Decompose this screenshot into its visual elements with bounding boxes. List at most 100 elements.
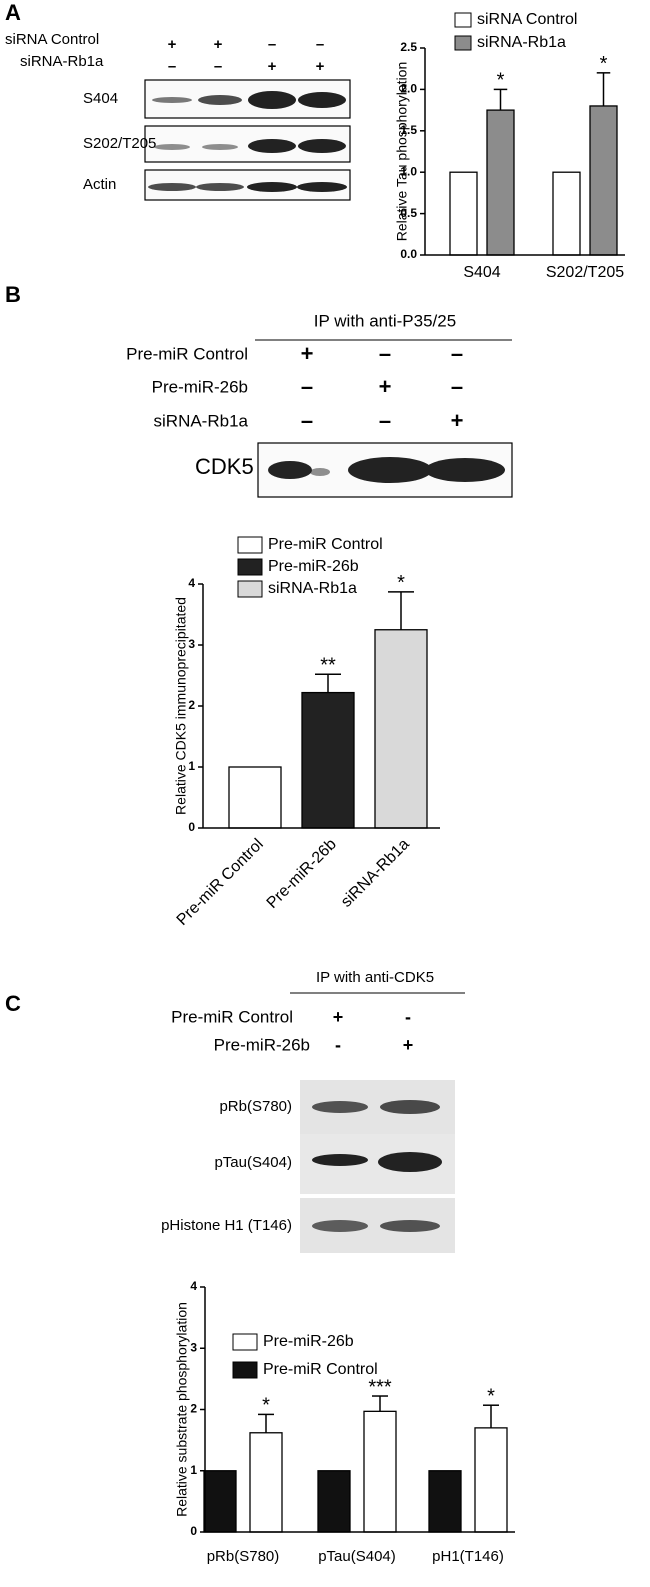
- bar: [449, 171, 478, 256]
- ip-label: IP with anti-CDK5: [316, 969, 434, 986]
- y-tick-label: 2.0: [400, 82, 417, 96]
- bar: [363, 1410, 397, 1533]
- bands: [148, 91, 347, 192]
- legend-label: siRNA Control: [477, 11, 577, 28]
- y-tick-label: 0: [190, 1524, 197, 1538]
- bar: [486, 109, 515, 256]
- sign: +: [316, 58, 325, 75]
- panel-label: B: [5, 282, 21, 307]
- legend-label: Pre-miR Control: [263, 1361, 378, 1378]
- y-tick-label: 2: [190, 1402, 197, 1416]
- sign: +: [168, 36, 177, 53]
- y-tick-label: 0: [188, 820, 195, 834]
- annotation: *: [600, 53, 608, 75]
- panel-label: A: [5, 0, 21, 25]
- legend-swatch: [232, 1361, 258, 1379]
- y-tick-label: 1.5: [400, 123, 417, 137]
- y-axis-label: Relative CDK5 immunoprecipitated: [173, 597, 189, 815]
- y-tick-label: 3: [190, 1340, 197, 1354]
- x-tick-label: Pre-miR Control: [174, 836, 267, 929]
- row-label: Pre-miR Control: [126, 344, 248, 363]
- legend-label: siRNA-Rb1a: [477, 34, 566, 51]
- bar: [317, 1470, 351, 1533]
- row-label: siRNA-Rb1a: [154, 411, 249, 430]
- y-tick-label: 1: [190, 1463, 197, 1477]
- sign: –: [379, 408, 391, 433]
- bar: [374, 629, 428, 829]
- y-tick-label: 1: [188, 759, 195, 773]
- bar: [228, 766, 282, 829]
- legend-swatch: [232, 1333, 258, 1351]
- sign: +: [451, 408, 464, 433]
- row-label: Pre-miR Control: [171, 1007, 293, 1026]
- annotation: *: [487, 1385, 495, 1407]
- annotation: **: [320, 655, 336, 677]
- bar: [301, 691, 355, 829]
- bands: [268, 457, 505, 483]
- sign: +: [379, 374, 392, 399]
- y-tick-label: 3: [188, 637, 195, 651]
- annotation: ***: [368, 1376, 392, 1398]
- band-label: Actin: [83, 176, 116, 193]
- legend-swatch: [237, 558, 263, 576]
- bar: [428, 1470, 462, 1533]
- sign: +: [268, 58, 277, 75]
- legend-swatch: [237, 536, 263, 554]
- sign: –: [268, 36, 276, 53]
- sign: –: [301, 408, 313, 433]
- sign: –: [316, 36, 324, 53]
- x-tick-label: pRb(S780): [207, 1548, 280, 1565]
- sign: +: [301, 341, 314, 366]
- bar: [474, 1427, 508, 1533]
- sign: –: [168, 58, 176, 75]
- row-label: Pre-miR-26b: [152, 377, 248, 396]
- x-tick-label: pH1(T146): [432, 1548, 504, 1565]
- band-label: S404: [83, 90, 118, 107]
- bands: [312, 1100, 442, 1232]
- row-label: siRNA-Rb1a: [20, 53, 104, 70]
- y-tick-label: 2: [188, 698, 195, 712]
- sign: +: [333, 1007, 344, 1027]
- band-label: pTau(S404): [214, 1154, 292, 1171]
- bar: [203, 1470, 237, 1533]
- legend-label: siRNA-Rb1a: [268, 580, 357, 597]
- band-label: S202/T205: [83, 135, 156, 152]
- ip-label: IP with anti-P35/25: [314, 311, 456, 330]
- sign: –: [451, 341, 463, 366]
- sign: –: [214, 58, 222, 75]
- band-label: pHistone H1 (T146): [161, 1217, 292, 1234]
- legend-label: Pre-miR Control: [268, 536, 383, 553]
- sign: –: [451, 374, 463, 399]
- bar: [589, 105, 618, 256]
- y-tick-label: 4: [190, 1279, 197, 1293]
- band-label: pRb(S780): [219, 1098, 292, 1115]
- legend-swatch: [454, 35, 472, 51]
- annotation: *: [397, 572, 405, 594]
- legend-swatch: [454, 12, 472, 28]
- sign: -: [335, 1035, 341, 1055]
- annotation: *: [262, 1395, 270, 1417]
- y-tick-label: 2.5: [400, 40, 417, 54]
- annotation: *: [497, 70, 505, 92]
- x-tick-label: S202/T205: [546, 264, 624, 281]
- bar: [552, 171, 581, 256]
- bar: [249, 1432, 283, 1533]
- x-tick-label: Pre-miR-26b: [264, 836, 340, 912]
- x-tick-label: S404: [463, 264, 500, 281]
- y-tick-label: 1.0: [400, 164, 417, 178]
- band-label: CDK5: [195, 454, 254, 479]
- panel-label: C: [5, 991, 21, 1016]
- y-tick-label: 4: [188, 576, 195, 590]
- row-label: siRNA Control: [5, 31, 99, 48]
- sign: –: [379, 341, 391, 366]
- legend-swatch: [237, 580, 263, 598]
- sign: –: [301, 374, 313, 399]
- sign: +: [214, 36, 223, 53]
- y-tick-label: 0.0: [400, 247, 417, 261]
- sign: -: [405, 1007, 411, 1027]
- sign: +: [403, 1035, 414, 1055]
- y-tick-label: 0.5: [400, 206, 417, 220]
- x-tick-label: siRNA-Rb1a: [338, 836, 413, 911]
- row-label: Pre-miR-26b: [214, 1035, 310, 1054]
